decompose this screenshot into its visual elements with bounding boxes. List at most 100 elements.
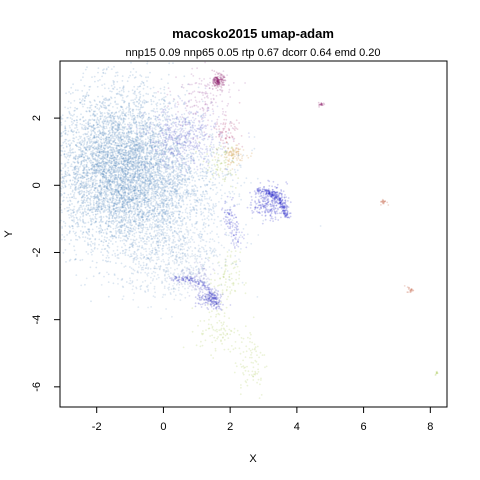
data-points — [59, 60, 439, 399]
data-point — [90, 104, 93, 107]
data-point — [72, 139, 74, 142]
data-point — [128, 102, 130, 105]
data-point — [135, 108, 138, 111]
data-point — [121, 198, 123, 200]
data-point — [88, 230, 90, 233]
data-point — [146, 149, 149, 152]
data-point — [103, 106, 105, 109]
data-point — [72, 230, 75, 233]
data-point — [156, 107, 158, 110]
data-point — [77, 188, 79, 190]
data-point — [134, 118, 136, 121]
data-point — [87, 177, 89, 180]
data-point — [115, 146, 118, 149]
data-point — [131, 158, 134, 161]
data-point — [174, 163, 177, 166]
data-point — [107, 99, 109, 102]
data-point — [153, 92, 156, 94]
data-point — [213, 251, 216, 253]
data-point — [115, 241, 117, 243]
data-point — [82, 231, 85, 234]
data-point — [87, 131, 90, 133]
data-point — [152, 141, 155, 144]
data-point — [89, 217, 92, 220]
data-point — [63, 182, 66, 185]
data-point — [86, 155, 89, 158]
data-point — [75, 185, 77, 188]
data-point — [157, 136, 160, 139]
data-point — [105, 178, 108, 181]
data-point — [89, 114, 92, 117]
data-point — [124, 193, 127, 196]
data-point — [122, 120, 125, 123]
data-point — [79, 219, 82, 222]
data-point — [79, 259, 82, 262]
data-point — [85, 152, 88, 155]
data-point — [218, 144, 221, 146]
data-point — [108, 239, 111, 241]
data-point — [120, 135, 123, 138]
data-point — [125, 115, 128, 118]
data-point — [99, 118, 102, 121]
data-point — [142, 192, 144, 195]
data-point — [120, 156, 123, 158]
data-point — [95, 121, 98, 124]
data-point — [107, 113, 109, 116]
data-point — [138, 155, 141, 158]
data-point — [81, 123, 83, 126]
data-point — [155, 133, 158, 136]
data-point — [74, 158, 77, 161]
data-point — [83, 156, 85, 159]
data-point — [117, 117, 120, 119]
data-point — [98, 198, 100, 201]
data-point — [96, 113, 99, 115]
data-point — [107, 188, 109, 191]
data-point — [122, 108, 124, 111]
data-point — [91, 140, 93, 143]
data-point — [121, 94, 124, 97]
data-point — [181, 155, 184, 158]
data-point — [104, 152, 107, 154]
data-point — [125, 137, 128, 140]
data-point — [112, 171, 115, 174]
data-point — [89, 107, 92, 109]
data-point — [86, 91, 89, 94]
data-point — [146, 178, 149, 180]
data-point — [107, 183, 110, 185]
data-point — [83, 164, 86, 166]
data-point — [148, 164, 151, 167]
data-point — [114, 124, 116, 127]
data-point — [80, 181, 83, 184]
data-point — [94, 127, 96, 130]
data-point — [79, 123, 82, 125]
data-point — [92, 124, 95, 127]
data-point — [118, 120, 120, 123]
data-point — [107, 223, 110, 226]
data-point — [128, 104, 130, 107]
data-point — [88, 119, 90, 122]
data-point — [70, 102, 72, 104]
data-point — [165, 175, 168, 178]
data-point — [109, 171, 112, 173]
data-point — [78, 208, 81, 211]
data-point — [117, 171, 120, 174]
data-point — [159, 211, 161, 214]
data-point — [128, 218, 131, 221]
data-point — [70, 130, 73, 133]
data-point — [103, 162, 105, 165]
data-point — [81, 100, 83, 102]
data-point — [123, 135, 125, 137]
data-point — [101, 181, 104, 184]
data-point — [112, 146, 115, 149]
data-point — [110, 173, 112, 175]
data-point — [118, 123, 121, 125]
data-point — [120, 161, 123, 164]
data-point — [75, 231, 77, 234]
data-point — [70, 212, 73, 215]
data-point — [159, 103, 162, 106]
data-point — [130, 148, 133, 151]
data-point — [80, 189, 83, 192]
data-point — [189, 229, 192, 232]
data-point — [153, 145, 156, 148]
